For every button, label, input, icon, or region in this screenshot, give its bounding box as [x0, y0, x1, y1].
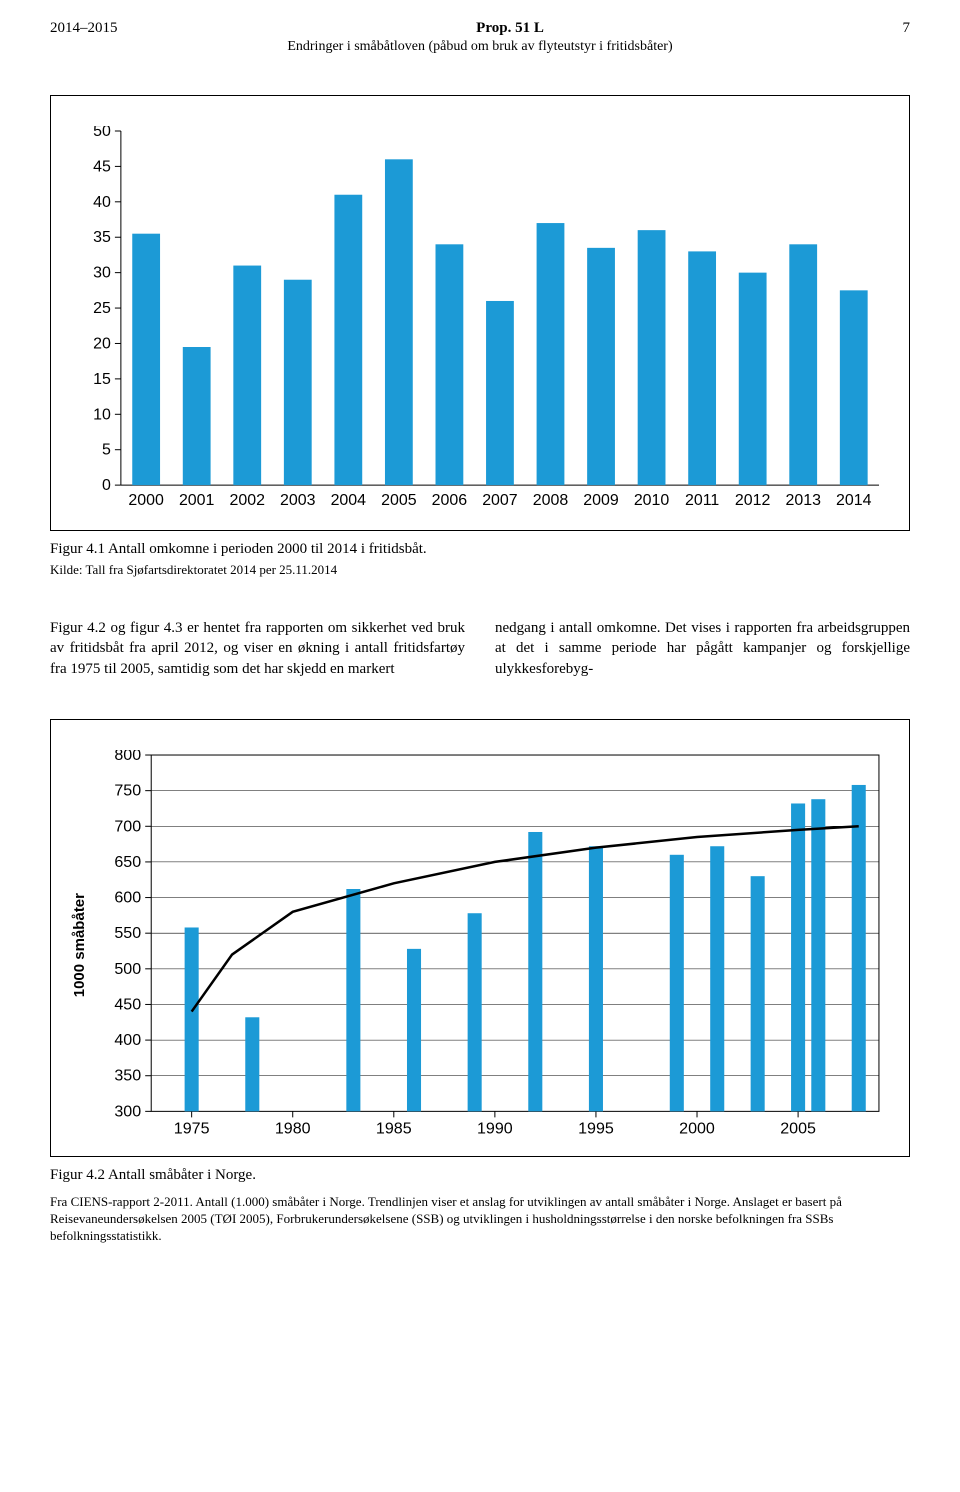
svg-text:2011: 2011: [685, 492, 719, 509]
header-subtitle: Endringer i småbåtloven (påbud om bruk a…: [50, 39, 910, 55]
chart1-bar: [688, 251, 716, 485]
chart2-bar: [791, 803, 805, 1111]
fig2-label: Figur 4.2 Antall småbåter i Norge.: [50, 1167, 910, 1184]
chart2-bar: [751, 876, 765, 1111]
chart1-bar: [436, 244, 464, 485]
chart2-ylabel: 1000 småbåter: [71, 893, 88, 997]
chart2-bar: [245, 1017, 259, 1111]
chart2-bar: [589, 846, 603, 1111]
chart2-bar: [811, 799, 825, 1111]
svg-text:1980: 1980: [275, 1119, 311, 1137]
chart2-bar: [346, 889, 360, 1111]
svg-text:20: 20: [93, 335, 111, 352]
chart1-bar: [334, 195, 362, 485]
fig1-label: Figur 4.1 Antall omkomne i perioden 2000…: [50, 541, 910, 558]
chart2-bar: [407, 949, 421, 1111]
chart1-svg: 0 5 10 15 20 25 30 35 40 45 50 2000 2001 2002 2003 2004…: [71, 126, 889, 515]
chart1-bar: [486, 301, 514, 485]
svg-text:45: 45: [93, 158, 111, 175]
svg-text:2012: 2012: [735, 492, 771, 509]
svg-text:35: 35: [93, 229, 111, 246]
chart2-bar: [710, 846, 724, 1111]
svg-text:2004: 2004: [331, 492, 367, 509]
svg-text:750: 750: [114, 781, 141, 799]
svg-text:1995: 1995: [578, 1119, 614, 1137]
svg-text:700: 700: [114, 817, 141, 835]
svg-text:800: 800: [114, 750, 141, 764]
chart1-bar: [233, 266, 261, 486]
chart2-bar: [528, 832, 542, 1111]
svg-text:30: 30: [93, 265, 111, 282]
page-header: 2014–2015 Prop. 51 L 7: [50, 20, 910, 37]
chart1-container: 0 5 10 15 20 25 30 35 40 45 50 2000 2001 2002 2003 2004…: [50, 95, 910, 531]
chart2-container: 1000 småbåter 300 350 400 450 500 550 600 650 70…: [50, 719, 910, 1157]
svg-text:1975: 1975: [174, 1119, 210, 1137]
chart1-bar: [132, 234, 160, 485]
svg-text:5: 5: [102, 442, 111, 459]
chart1-bar: [537, 223, 565, 485]
fig1-number: Figur 4.1: [50, 541, 105, 557]
chart2-bar: [852, 785, 866, 1111]
chart2-svg: 300 350 400 450 500 550 600 650 700 750 800 1975 198…: [96, 750, 889, 1141]
header-right: 7: [903, 20, 911, 37]
header-center: Prop. 51 L: [476, 20, 544, 37]
svg-text:2013: 2013: [785, 492, 821, 509]
chart1-bar: [638, 230, 666, 485]
svg-text:2009: 2009: [583, 492, 619, 509]
chart1-bar: [183, 347, 211, 485]
svg-text:2008: 2008: [533, 492, 569, 509]
svg-text:300: 300: [114, 1102, 141, 1120]
svg-text:600: 600: [114, 888, 141, 906]
fig2-number: Figur 4.2: [50, 1167, 105, 1183]
svg-text:2005: 2005: [780, 1119, 816, 1137]
svg-text:650: 650: [114, 853, 141, 871]
body-right: nedgang i antall omkomne. Det vises i ra…: [495, 618, 910, 679]
chart2-bar: [468, 913, 482, 1111]
chart1-bar: [739, 273, 767, 485]
svg-text:2006: 2006: [432, 492, 468, 509]
fig1-source: Kilde: Tall fra Sjøfartsdirektoratet 201…: [50, 562, 910, 578]
fig1-title: Antall omkomne i perioden 2000 til 2014 …: [108, 541, 427, 557]
svg-text:450: 450: [114, 995, 141, 1013]
svg-text:2002: 2002: [229, 492, 265, 509]
fig2-caption: Fra CIENS-rapport 2-2011. Antall (1.000)…: [50, 1194, 910, 1245]
chart1-bar: [284, 280, 312, 485]
svg-text:25: 25: [93, 300, 111, 317]
svg-text:10: 10: [93, 406, 111, 423]
svg-text:550: 550: [114, 924, 141, 942]
svg-text:2005: 2005: [381, 492, 417, 509]
svg-text:15: 15: [93, 371, 111, 388]
svg-text:2001: 2001: [179, 492, 215, 509]
svg-text:2010: 2010: [634, 492, 670, 509]
svg-text:2007: 2007: [482, 492, 518, 509]
fig2-title: Antall småbåter i Norge.: [108, 1167, 256, 1183]
chart1-bar: [587, 248, 615, 485]
svg-text:1985: 1985: [376, 1119, 412, 1137]
svg-text:2014: 2014: [836, 492, 872, 509]
svg-text:500: 500: [114, 960, 141, 978]
svg-text:400: 400: [114, 1031, 141, 1049]
svg-text:1990: 1990: [477, 1119, 513, 1137]
body-text: Figur 4.2 og figur 4.3 er hentet fra rap…: [50, 618, 910, 679]
svg-text:2003: 2003: [280, 492, 316, 509]
body-left: Figur 4.2 og figur 4.3 er hentet fra rap…: [50, 618, 465, 679]
svg-text:350: 350: [114, 1067, 141, 1085]
svg-text:2000: 2000: [128, 492, 164, 509]
chart2-bar: [670, 855, 684, 1112]
chart1-bar: [789, 244, 817, 485]
chart2-bar: [185, 927, 199, 1111]
svg-text:0: 0: [102, 477, 111, 494]
header-left: 2014–2015: [50, 20, 118, 37]
svg-text:2000: 2000: [679, 1119, 715, 1137]
chart1-bar: [840, 290, 868, 485]
svg-text:50: 50: [93, 126, 111, 140]
svg-text:40: 40: [93, 194, 111, 211]
chart1-bar: [385, 159, 413, 485]
